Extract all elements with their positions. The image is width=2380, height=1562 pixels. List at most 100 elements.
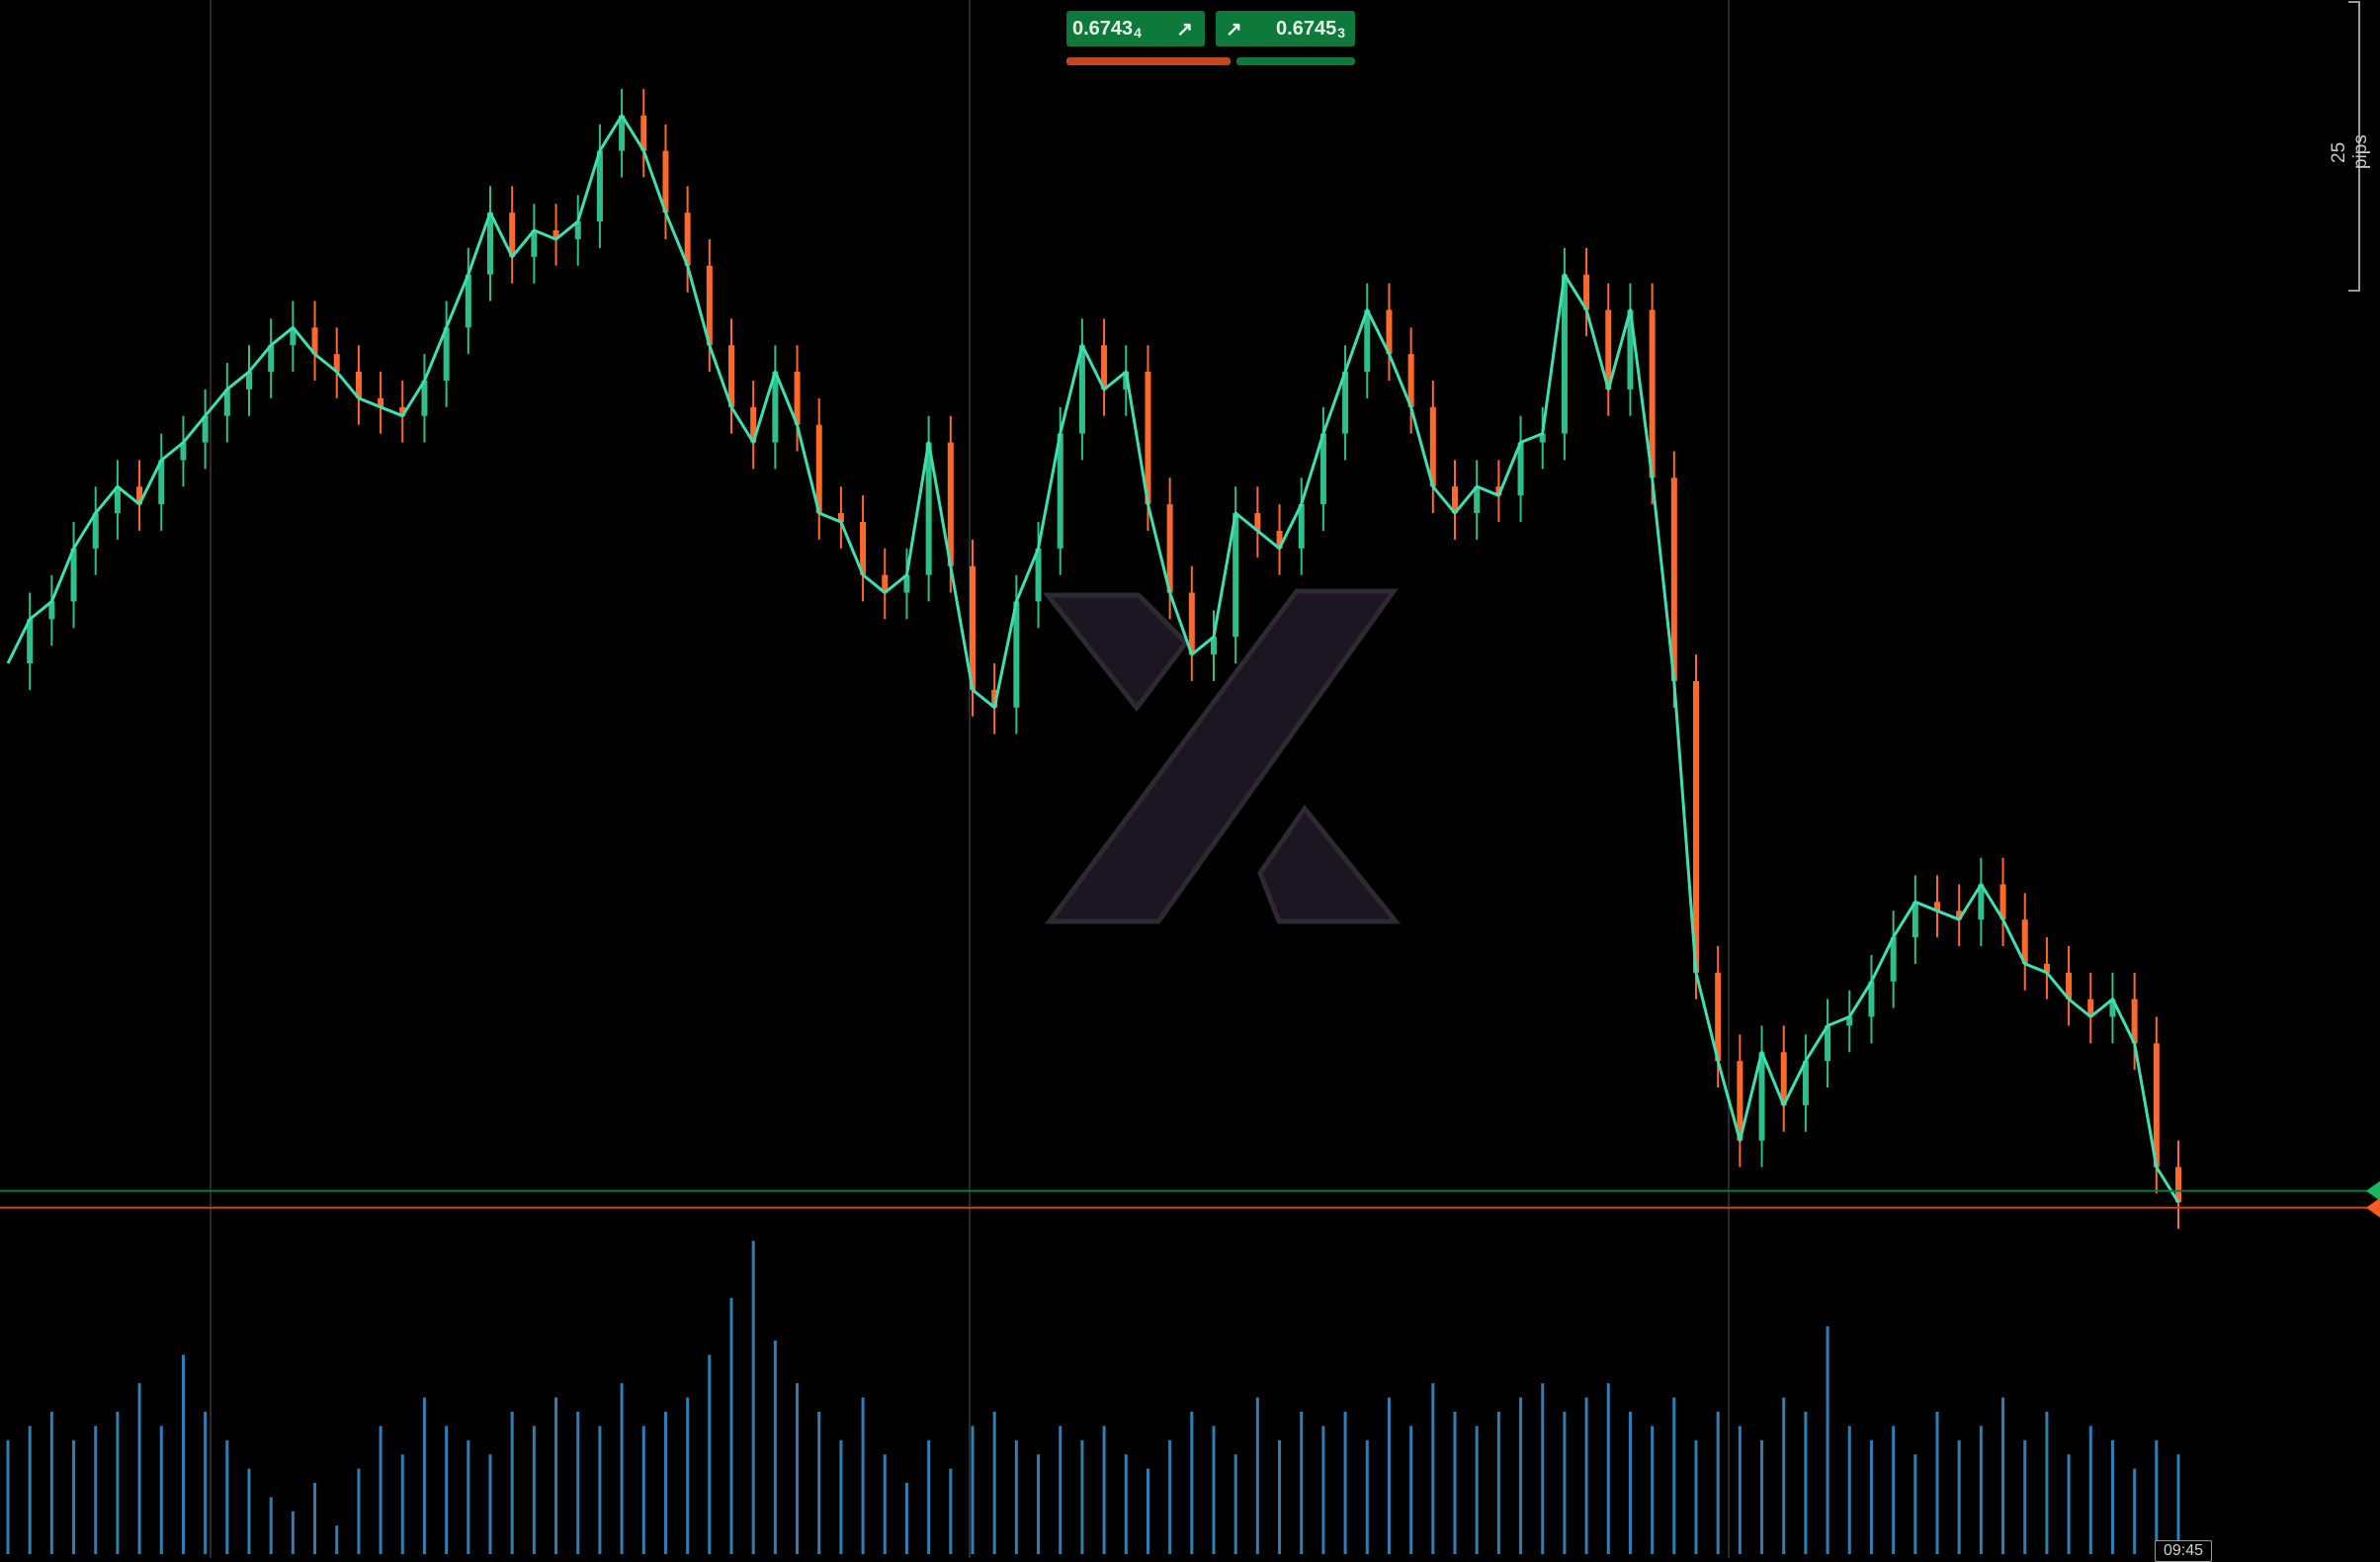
- candle-body: [1517, 442, 1524, 496]
- candle-body: [2087, 998, 2094, 1017]
- bid-price-pipette: 4: [1134, 24, 1142, 41]
- volume-bar: [1716, 1412, 1720, 1554]
- volume-bar: [1365, 1439, 1369, 1554]
- volume-bar: [204, 1412, 208, 1554]
- volume-bar: [1606, 1383, 1610, 1554]
- arrow-up-right-icon: ↗: [1226, 18, 1242, 41]
- volume-bar: [576, 1412, 580, 1554]
- candle-body: [1825, 1025, 1831, 1062]
- ask-price-main: 0.6745: [1276, 17, 1337, 40]
- candle-body: [1386, 309, 1393, 355]
- candle-body: [1583, 274, 1590, 310]
- candle-body: [1978, 884, 1985, 920]
- candle-body: [114, 486, 121, 514]
- candle-body: [1868, 981, 1875, 1017]
- candle-body: [378, 397, 384, 407]
- candle-body: [268, 345, 275, 373]
- volume-bar: [313, 1483, 317, 1554]
- volume-bar: [949, 1468, 953, 1554]
- buy-price-button[interactable]: ↗ 0.67453: [1216, 11, 1355, 46]
- candle-body: [1342, 372, 1349, 434]
- volume-bar: [1672, 1397, 1676, 1554]
- volume-bar: [28, 1426, 32, 1554]
- candle-body: [2109, 998, 2116, 1017]
- volume-bar: [1212, 1426, 1216, 1554]
- volume-bar: [598, 1426, 602, 1554]
- candle-body: [1802, 1061, 1809, 1105]
- sell-price-button[interactable]: 0.67434 ↗: [1066, 11, 1205, 46]
- volume-bar: [379, 1426, 382, 1554]
- volume-bar: [1453, 1412, 1457, 1554]
- volume-bar: [181, 1354, 185, 1554]
- candle-body: [794, 372, 801, 425]
- candle-body: [1276, 530, 1283, 549]
- candle-body: [947, 442, 954, 566]
- candle-body: [619, 115, 626, 151]
- volume-bar: [992, 1412, 996, 1554]
- volume-bar: [1190, 1412, 1194, 1554]
- volume-bar: [488, 1454, 492, 1554]
- volume-bar: [554, 1397, 558, 1554]
- candle-body: [92, 513, 99, 549]
- candle-body: [684, 213, 691, 266]
- volume-bar: [6, 1439, 10, 1554]
- volume-bar: [1233, 1454, 1237, 1554]
- volume-bar: [532, 1426, 536, 1554]
- candle-body: [1539, 433, 1546, 443]
- candle-body: [2043, 963, 2050, 973]
- volume-bar: [1037, 1454, 1041, 1554]
- candle-body: [1452, 486, 1458, 514]
- candle-body: [1211, 637, 1217, 655]
- volume-bar: [796, 1383, 800, 1554]
- volume-bar: [1321, 1426, 1325, 1554]
- volume-bar: [2110, 1439, 2114, 1554]
- candle-body: [552, 230, 559, 239]
- candle-body: [772, 372, 779, 443]
- volume-bar: [620, 1383, 624, 1554]
- volume-bar: [1804, 1412, 1808, 1554]
- volume-bar: [1080, 1439, 1084, 1554]
- candle-body: [1495, 486, 1502, 496]
- candle-body: [223, 389, 230, 416]
- buy-volume-strip: [1236, 57, 1355, 65]
- volume-bar: [1826, 1326, 1829, 1554]
- candle-body: [970, 565, 976, 690]
- volume-bar: [2176, 1454, 2180, 1554]
- candle-body: [399, 406, 406, 416]
- volume-bar: [137, 1383, 141, 1554]
- volume-bar: [1409, 1426, 1413, 1554]
- volume-bar: [1475, 1426, 1479, 1554]
- pip-scale-label: 25 pips: [2329, 134, 2371, 170]
- candle-body: [1999, 884, 2006, 920]
- volume-bar: [1694, 1439, 1698, 1554]
- candle-body: [1912, 902, 1918, 938]
- volume-bar: [1651, 1426, 1655, 1554]
- candle-body: [1605, 309, 1612, 390]
- volume-bar: [1563, 1412, 1567, 1554]
- volume-bar: [357, 1468, 361, 1554]
- volume-bar: [2023, 1439, 2027, 1554]
- candle-body: [2021, 919, 2028, 964]
- volume-bar: [751, 1241, 755, 1554]
- volume-bar: [1496, 1412, 1500, 1554]
- price-line: [6, 114, 2180, 1203]
- candle-body: [531, 230, 538, 257]
- volume-bar: [72, 1439, 76, 1554]
- volume-bar: [729, 1297, 733, 1554]
- volume-bar: [861, 1397, 865, 1554]
- candle-body: [574, 221, 581, 239]
- volume-bar: [269, 1497, 273, 1554]
- volume-bar: [1935, 1412, 1939, 1554]
- volume-bar: [49, 1412, 53, 1554]
- candle-body: [1627, 309, 1634, 390]
- candle-body: [1429, 406, 1436, 487]
- candle-body: [1934, 902, 1940, 911]
- volume-bar: [1168, 1439, 1172, 1554]
- candle-body: [246, 372, 252, 390]
- volume-bar: [1760, 1439, 1764, 1554]
- price-series-line: [6, 114, 2180, 1203]
- candle-body: [1013, 601, 1020, 708]
- volume-bar: [159, 1426, 163, 1554]
- candle-body: [311, 327, 318, 355]
